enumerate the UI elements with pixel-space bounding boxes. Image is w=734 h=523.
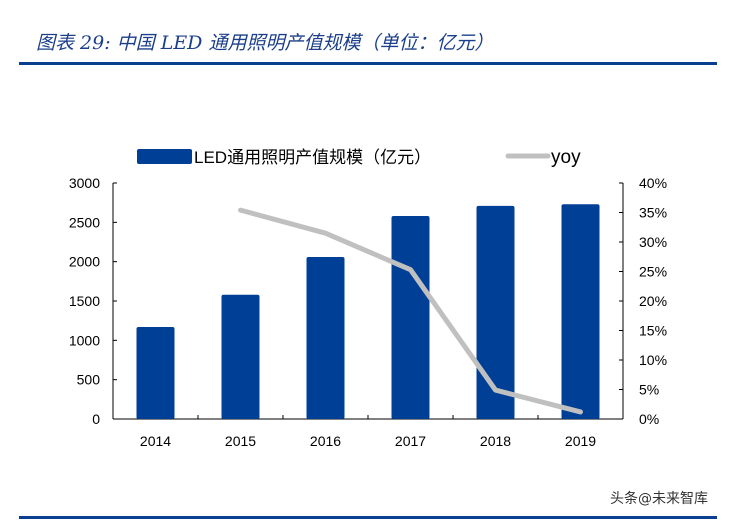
right-tick-label: 10% (639, 352, 667, 368)
left-tick-label: 0 (92, 411, 100, 427)
figure-title: 图表 29: 中国 LED 通用照明产值规模（单位：亿元） (36, 32, 494, 54)
bar-2017 (391, 216, 430, 419)
left-tick-label: 3000 (69, 175, 100, 191)
right-tick-label: 30% (639, 234, 667, 250)
right-tick-label: 0% (639, 411, 659, 427)
left-tick-label: 1500 (69, 293, 100, 309)
left-tick-label: 2500 (69, 214, 100, 230)
bar-2014 (136, 326, 175, 419)
left-tick-label: 500 (77, 372, 101, 388)
x-tick-label: 2014 (140, 433, 171, 449)
bar-2019 (561, 204, 600, 419)
legend-line-label: yoy (551, 147, 581, 168)
right-tick-label: 5% (639, 382, 659, 398)
right-tick-label: 40% (639, 175, 667, 191)
bar-2016 (306, 256, 345, 419)
x-tick-label: 2019 (565, 433, 596, 449)
x-tick-label: 2018 (480, 433, 511, 449)
right-tick-label: 35% (639, 205, 667, 221)
legend-bar-label: LED通用照明产值规模（亿元） (194, 148, 431, 167)
left-tick-label: 1000 (69, 332, 100, 348)
bar-2018 (476, 205, 515, 419)
x-tick-label: 2016 (310, 433, 341, 449)
x-tick-label: 2015 (225, 433, 256, 449)
watermark: 头条@未来智库 (610, 491, 708, 507)
bottom-divider (19, 516, 717, 519)
yoy-line (238, 207, 583, 415)
right-tick-label: 15% (639, 323, 667, 339)
bar-2015 (221, 294, 260, 419)
title-divider (19, 62, 717, 65)
x-tick-label: 2017 (395, 433, 426, 449)
left-tick-label: 2000 (69, 254, 100, 270)
legend-bar-swatch (137, 149, 192, 164)
right-tick-label: 25% (639, 264, 667, 280)
right-tick-label: 20% (639, 293, 667, 309)
